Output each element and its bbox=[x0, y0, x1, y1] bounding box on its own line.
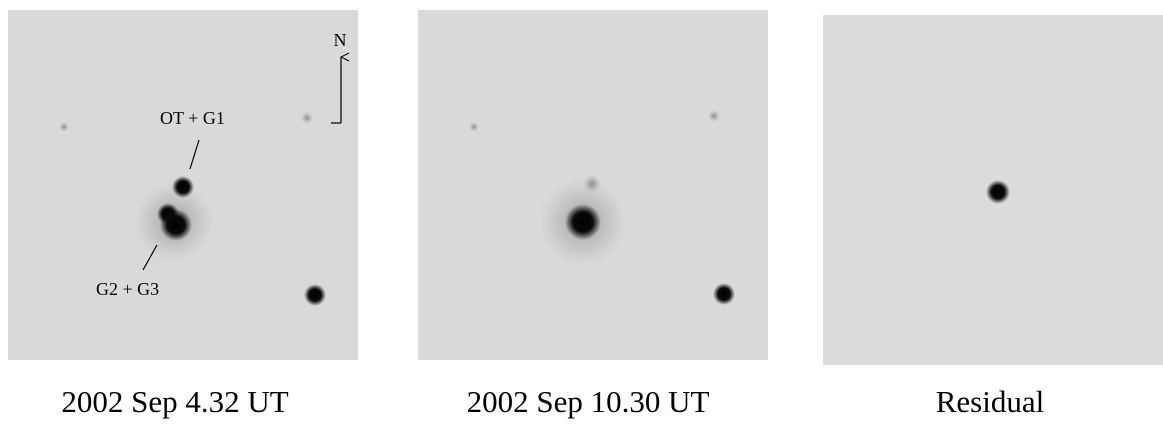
figure: N OT + G1 G2 + G3 2002 Sep 4.32 UT 2002 … bbox=[0, 0, 1163, 424]
caption: Residual bbox=[936, 384, 1045, 419]
image-panel bbox=[823, 15, 1163, 365]
annotation: G2 + G3 bbox=[96, 279, 159, 299]
image-panel: N OT + G1 G2 + G3 bbox=[8, 10, 358, 360]
caption: 2002 Sep 10.30 UT bbox=[467, 384, 710, 419]
page: N OT + G1 G2 + G3 2002 Sep 4.32 UT 2002 … bbox=[0, 0, 1163, 424]
image-panel bbox=[418, 10, 768, 360]
annotation: OT + G1 bbox=[160, 108, 225, 128]
caption: 2002 Sep 4.32 UT bbox=[61, 384, 288, 419]
north-label: N bbox=[334, 30, 347, 50]
